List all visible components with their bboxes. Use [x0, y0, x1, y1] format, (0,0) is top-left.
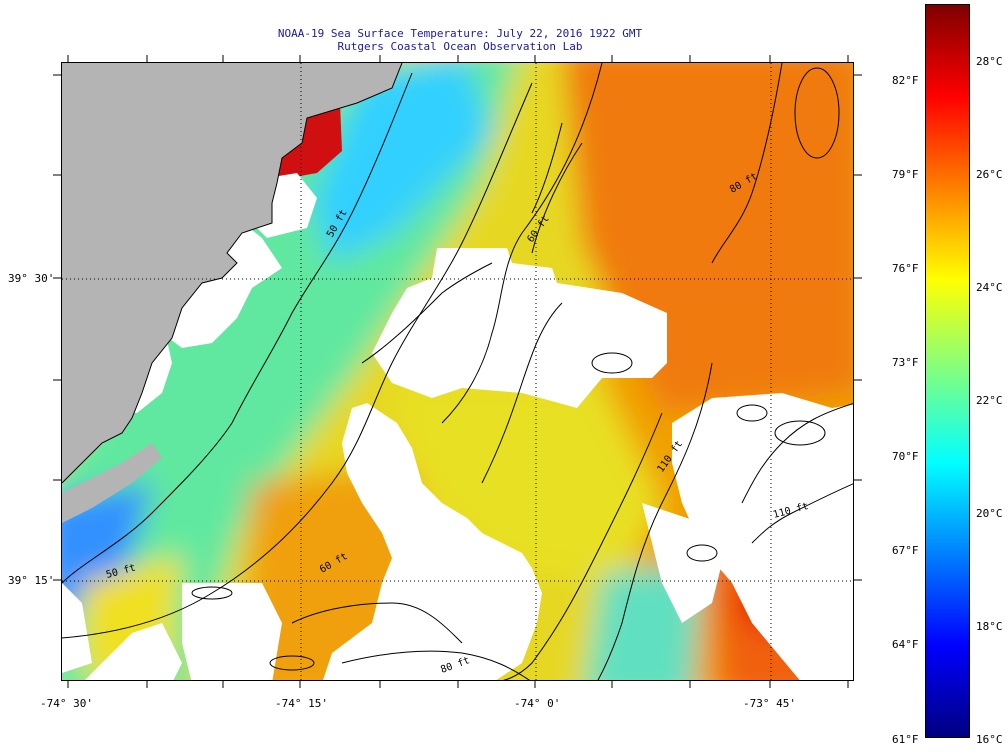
colorbar-celsius-label: 28°C: [976, 55, 1003, 68]
latitude-label: 39° 30': [8, 272, 55, 285]
longitude-label: -74° 15': [275, 697, 328, 710]
longitude-label: -74° 30': [40, 697, 93, 710]
longitude-label: -74° 0': [514, 697, 561, 710]
colorbar-celsius-label: 16°C: [976, 733, 1003, 746]
longitude-label: -73° 45': [743, 697, 796, 710]
colorbar-celsius-label: 20°C: [976, 507, 1003, 520]
temperature-colorbar: [925, 4, 970, 738]
colorbar-fahrenheit-label: 79°F: [892, 168, 919, 181]
colorbar-fahrenheit-label: 70°F: [892, 450, 919, 463]
sst-map[interactable]: 50 ft 60 ft 80 ft 110 ft 50 ft 60 ft 80 …: [61, 62, 854, 681]
map-title: NOAA-19 Sea Surface Temperature: July 22…: [277, 27, 643, 40]
colorbar-fahrenheit-label: 73°F: [892, 356, 919, 369]
colorbar-celsius-label: 24°C: [976, 281, 1003, 294]
colorbar-fahrenheit-label: 82°F: [892, 74, 919, 87]
isobath-contours: [62, 63, 853, 680]
colorbar-fahrenheit-label: 64°F: [892, 638, 919, 651]
colorbar-fahrenheit-label: 76°F: [892, 262, 919, 275]
colorbar-celsius-label: 26°C: [976, 168, 1003, 181]
graticule: [62, 63, 853, 680]
sst-map-canvas: 50 ft 60 ft 80 ft 110 ft 50 ft 60 ft 80 …: [62, 63, 853, 680]
colorbar-fahrenheit-label: 67°F: [892, 544, 919, 557]
map-subtitle: Rutgers Coastal Ocean Observation Lab: [337, 40, 583, 53]
latitude-label: 39° 15': [8, 574, 55, 587]
colorbar-celsius-label: 18°C: [976, 620, 1003, 633]
colorbar-celsius-label: 22°C: [976, 394, 1003, 407]
colorbar-fahrenheit-label: 61°F: [892, 733, 919, 746]
